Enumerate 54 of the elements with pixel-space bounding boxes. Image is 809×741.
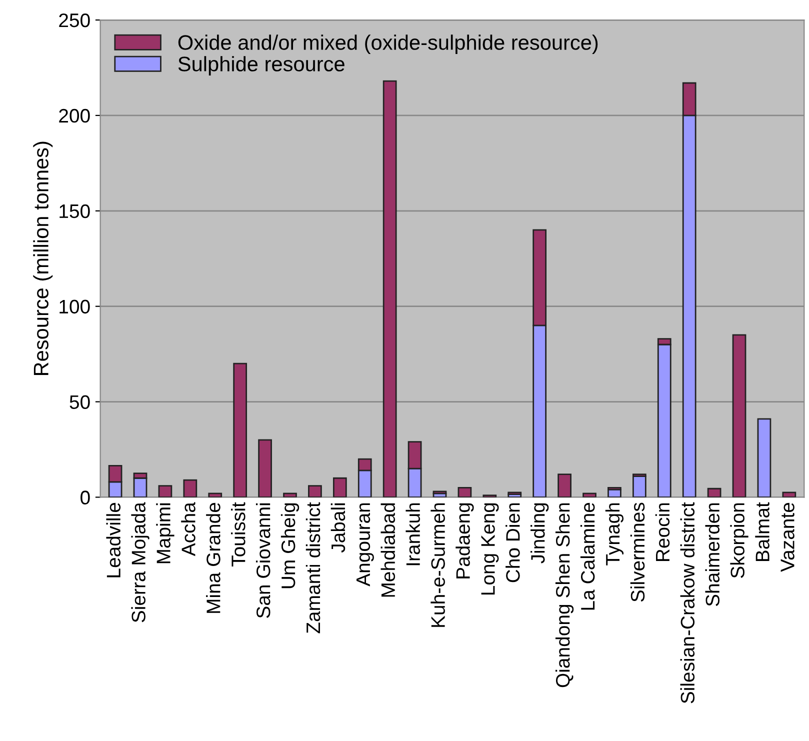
bar (757, 418, 772, 498)
x-tick-label: La Calamine (580, 502, 595, 610)
x-tick-label: Vazante (780, 502, 794, 572)
bar (707, 488, 722, 498)
x-tick-label: Kuh-e-Surmeh (430, 503, 445, 627)
x-tick-label: Qiandong Shen Shen (555, 503, 574, 688)
x-tick-label: Jabali (330, 503, 346, 553)
y-tick-label: 100 (60, 300, 90, 314)
x-tick-label: Reocin (655, 503, 670, 561)
x-tick-label: Jinding (530, 503, 549, 564)
x-tick-label: Irankuh (406, 503, 420, 566)
bar (233, 362, 248, 498)
bar (208, 492, 222, 498)
x-tick-label: Zamanti district (306, 502, 320, 634)
bar (382, 80, 397, 498)
x-tick-label: Silesian-Crakow district (680, 502, 695, 704)
bar (308, 485, 322, 498)
x-tick-label: Leadville (106, 502, 121, 578)
x-tick-label: Padaeng (456, 503, 474, 578)
bar (782, 492, 796, 498)
x-tick-label: Um Gheig (280, 503, 300, 588)
y-tick-label: 150 (60, 204, 90, 218)
x-tick-label: Silvermines (630, 502, 645, 602)
y-tick-label: 250 (59, 13, 90, 28)
x-tick-label: Cho Dien (506, 503, 520, 582)
bar (283, 492, 297, 498)
x-tick-label: Mehdiabad (380, 503, 396, 597)
x-tick-label: Mina Grande (206, 502, 220, 613)
x-tick-label: Angouran (356, 503, 374, 586)
x-tick-label: Touissit (231, 502, 246, 566)
legend-label: Oxide and/or mixed (oxide-sulphide resource) (178, 34, 598, 54)
x-tick-label: Sierra Mojada (131, 502, 150, 622)
bar (332, 477, 347, 498)
bar (582, 492, 596, 498)
x-tick-label: Shaimerden (705, 503, 720, 606)
bar (558, 474, 572, 498)
x-tick-label: San Giovanni (256, 503, 270, 618)
bar (632, 476, 646, 498)
y-tick-label: 0 (80, 490, 90, 504)
x-tick-label: Mapimi (156, 503, 174, 564)
bar (183, 479, 198, 498)
bar (732, 334, 746, 498)
x-tick-label: Long Keng (481, 503, 499, 595)
x-tick-label: Skorpion (730, 503, 748, 578)
x-tick-label: Tynagh (605, 503, 624, 566)
y-tick-label: 200 (59, 108, 90, 123)
x-tick-label: Balmat (755, 502, 770, 561)
bar (158, 485, 172, 498)
bar (258, 439, 272, 498)
legend-label: Sulphide resource (178, 56, 344, 76)
y-tick-label: 50 (70, 395, 90, 410)
bar (458, 486, 472, 498)
y-axis-title: Resource (million tonnes) (33, 142, 53, 375)
x-tick-label: Accha (181, 502, 196, 556)
